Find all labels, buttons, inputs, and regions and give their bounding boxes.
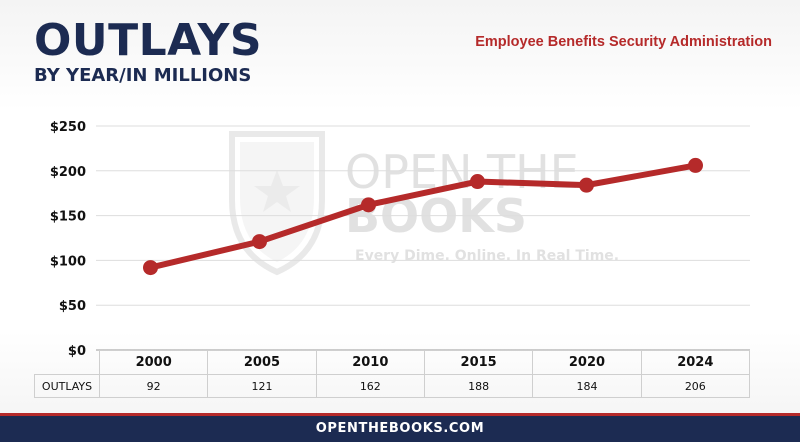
- year-row: 2000 2005 2010 2015 2020 2024: [34, 350, 751, 375]
- x-tick-label: 2005: [207, 350, 317, 375]
- row-label: OUTLAYS: [34, 374, 100, 398]
- x-tick-label: 2020: [532, 350, 642, 375]
- data-point: [579, 177, 594, 193]
- y-tick-label: $50: [59, 299, 86, 314]
- footer-bar: OPENTHEBOOKS.COM: [0, 413, 800, 442]
- data-label: 162: [315, 374, 425, 398]
- data-table: 2000 2005 2010 2015 2020 2024 OUTLAYS 92 121 16…: [34, 350, 751, 398]
- watermark-line1: OPEN THE: [345, 145, 579, 199]
- data-point: [361, 197, 376, 213]
- table-corner: [34, 350, 100, 375]
- y-tick-label: $250: [50, 120, 86, 135]
- x-tick-label: 2000: [98, 350, 209, 375]
- data-point: [252, 234, 267, 250]
- x-tick-label: 2015: [423, 350, 534, 375]
- shield-icon: [229, 131, 325, 276]
- watermark-tagline: Every Dime. Online. In Real Time.: [355, 248, 619, 264]
- agency-name: Employee Benefits Security Administratio…: [475, 34, 772, 50]
- data-label: 206: [640, 374, 751, 398]
- data-point: [470, 174, 485, 190]
- site-url[interactable]: OPENTHEBOOKS.COM: [315, 421, 485, 436]
- data-label: 92: [98, 374, 209, 398]
- x-tick-label: 2024: [640, 350, 751, 375]
- value-row: OUTLAYS 92 121 162 188 184 206: [34, 374, 751, 398]
- chart-title: OUTLAYS: [34, 15, 263, 66]
- series-outlays: [143, 157, 703, 276]
- y-tick-label: $100: [50, 254, 86, 269]
- data-label: 188: [423, 374, 534, 398]
- data-point: [143, 260, 158, 276]
- data-label: 184: [532, 374, 642, 398]
- series-line: [147, 162, 699, 271]
- y-tick-label: $200: [50, 165, 86, 180]
- chart-subtitle: BY YEAR/IN MILLIONS: [34, 65, 252, 86]
- watermark: OPEN THE BOOKS Every Dime. Online. In Re…: [229, 131, 619, 276]
- y-axis: $0$50$100$150$200$250: [50, 120, 86, 359]
- x-tick-label: 2010: [315, 350, 425, 375]
- data-point: [688, 157, 703, 173]
- data-label: 121: [207, 374, 317, 398]
- star-icon: [254, 170, 300, 212]
- y-tick-label: $150: [50, 210, 86, 225]
